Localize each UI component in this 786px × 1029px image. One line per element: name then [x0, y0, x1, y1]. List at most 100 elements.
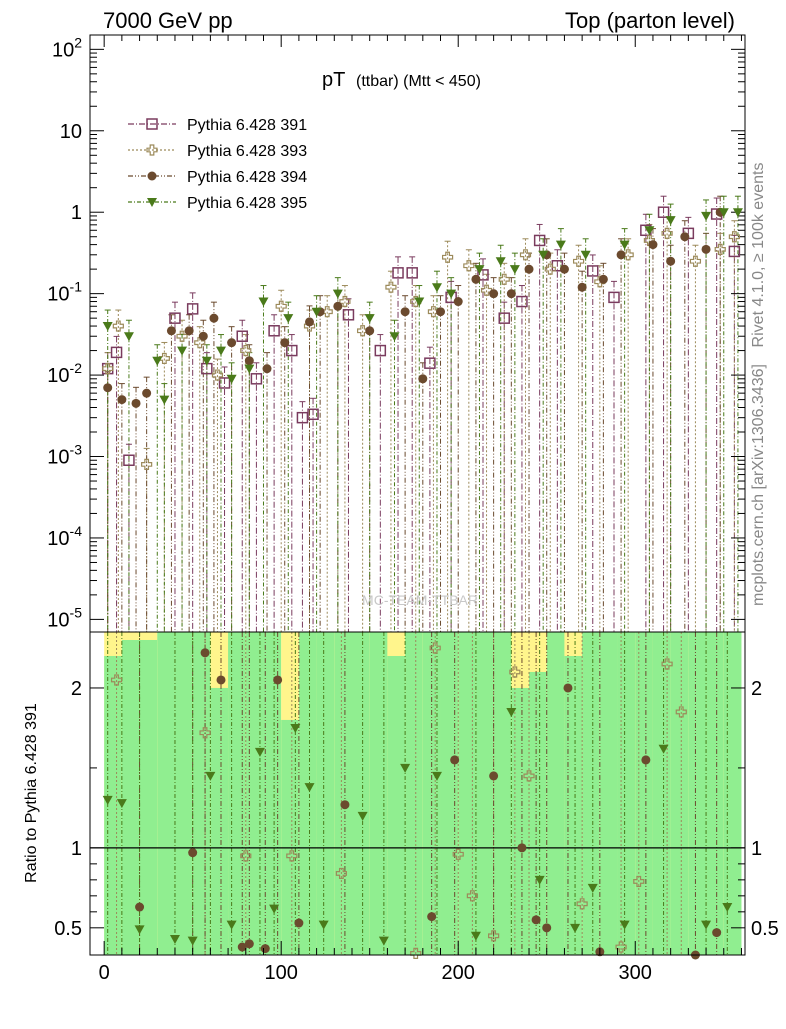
- main-point-4: [644, 226, 655, 236]
- band-inner: [192, 632, 211, 955]
- band-inner: [387, 655, 406, 955]
- main-point-1: [608, 291, 620, 304]
- band-inner: [617, 632, 636, 955]
- main-point-4: [159, 395, 170, 405]
- main-point-2: [714, 243, 726, 255]
- main-point-4: [718, 208, 729, 218]
- ratio-point-4: [587, 883, 598, 893]
- main-point-2: [176, 330, 188, 342]
- ratio-point-3: [294, 918, 304, 928]
- band-inner: [688, 632, 707, 955]
- ratio-point-3: [542, 923, 552, 933]
- band-inner: [582, 632, 600, 955]
- main-point-2: [689, 255, 702, 267]
- ratio-ylabel: Ratio to Pythia 6.428 391: [23, 703, 40, 883]
- main-point-2: [275, 300, 287, 312]
- legend-marker-1: [146, 118, 158, 130]
- main-point-4: [701, 211, 712, 221]
- main-point-1: [657, 206, 670, 218]
- main-point-2: [498, 273, 510, 285]
- main-point-1: [392, 267, 404, 279]
- main-ytick-label: 10: [60, 121, 82, 143]
- main-point-1: [268, 325, 280, 337]
- band-inner: [352, 632, 370, 955]
- ratio-point-3: [237, 942, 247, 952]
- ratio-point-3: [489, 771, 499, 781]
- ratio-point-3: [200, 648, 210, 658]
- main-point-2: [112, 320, 124, 332]
- main-point-2: [544, 263, 556, 275]
- band-inner: [157, 632, 175, 955]
- ratio-point-4: [470, 931, 481, 941]
- ratio-point-2: [523, 770, 535, 782]
- ratio-point-2: [509, 666, 521, 678]
- ratio-point-3: [450, 755, 460, 765]
- ratio-point-4: [169, 935, 180, 945]
- band-inner: [458, 632, 476, 955]
- legend-label-1: Pythia 6.428 391: [187, 117, 307, 134]
- ratio-xtick-label: 300: [619, 962, 652, 984]
- main-point-1: [236, 330, 248, 342]
- band-inner: [316, 632, 335, 955]
- main-point-2: [480, 284, 493, 296]
- main-ytick-label: 10-2: [47, 360, 82, 387]
- ratio-point-3: [260, 944, 270, 954]
- main-point-4: [580, 250, 591, 260]
- legend-label-2: Pythia 6.428 393: [187, 143, 307, 160]
- main-point-3: [418, 374, 428, 384]
- main-point-4: [619, 240, 630, 250]
- ratio-point-2: [199, 727, 211, 739]
- band-inner: [228, 632, 246, 955]
- main-point-1: [123, 454, 135, 466]
- main-point-4: [258, 297, 269, 307]
- main-error-bars: [104, 195, 741, 632]
- side-label-bottom: mcplots.cern.ch [arXiv:1306.3436]: [750, 364, 767, 606]
- ratio-xtick-label: 100: [265, 962, 298, 984]
- ratio-panel: 0.5 0.5 1 1 2 2 0 100 200 300 Ratio to Pythia 6.4…: [23, 631, 779, 984]
- main-point-2: [194, 337, 206, 349]
- main-point-3: [471, 274, 481, 284]
- main-point-2: [240, 344, 252, 357]
- band-inner: [245, 632, 264, 955]
- main-point-1: [342, 309, 355, 321]
- ratio-point-3: [641, 755, 651, 765]
- main-point-4: [446, 289, 457, 299]
- plot-title-sub: (ttbar) (Mtt < 450): [356, 73, 481, 90]
- ratio-point-3: [517, 843, 527, 853]
- main-point-4: [332, 289, 343, 299]
- ratio-panel-frame: [89, 631, 746, 956]
- ratio-uncertainty-band: [104, 632, 742, 955]
- ratio-point-3: [216, 675, 226, 685]
- main-ytick-label: 102: [52, 34, 82, 61]
- main-point-3: [453, 297, 463, 307]
- main-point-1: [286, 344, 298, 357]
- main-point-3: [117, 395, 127, 405]
- main-point-1: [218, 377, 231, 389]
- main-point-2: [463, 260, 475, 272]
- main-point-3: [598, 274, 608, 284]
- ratio-data-marks: [102, 642, 733, 960]
- main-point-4: [177, 346, 188, 356]
- main-point-1: [250, 373, 263, 385]
- main-point-2: [385, 281, 397, 293]
- ratio-point-2: [466, 890, 478, 902]
- ratio-point-2: [335, 867, 347, 880]
- main-point-4: [102, 322, 113, 332]
- main-point-3: [616, 250, 626, 260]
- ratio-point-4: [357, 811, 368, 821]
- ratio-ytick-label-right: 2: [751, 678, 762, 700]
- main-ytick-label: 10-4: [47, 523, 82, 550]
- band-inner: [493, 632, 512, 955]
- main-point-3: [559, 264, 569, 274]
- ratio-point-2: [429, 642, 441, 654]
- band-inner: [104, 655, 122, 955]
- main-point-2: [357, 325, 369, 337]
- main-point-3: [198, 331, 208, 341]
- band-inner: [281, 719, 299, 955]
- main-point-4: [474, 265, 485, 275]
- band-inner: [369, 632, 388, 955]
- ratio-ytick-label: 1: [71, 838, 82, 860]
- main-point-1: [406, 267, 418, 279]
- main-point-3: [524, 264, 534, 274]
- main-point-1: [477, 269, 489, 281]
